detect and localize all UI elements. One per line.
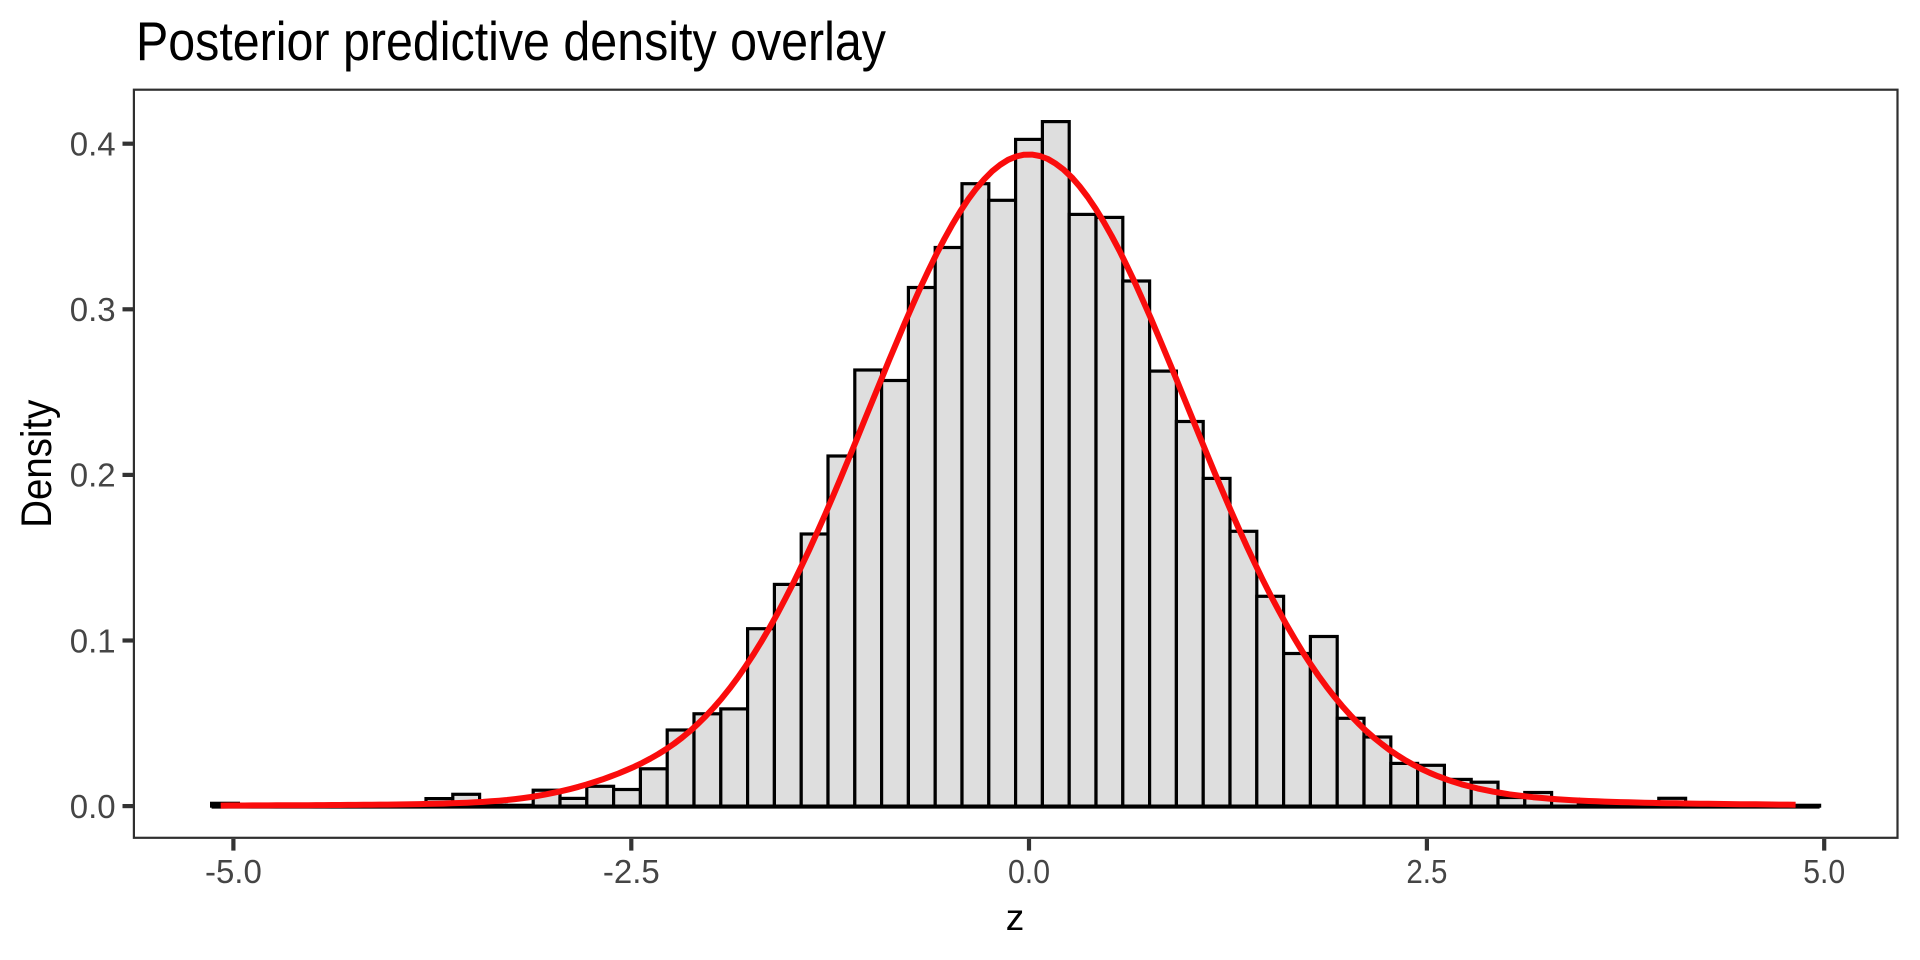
- svg-text:Density: Density: [14, 399, 61, 528]
- svg-text:0.3: 0.3: [70, 291, 116, 328]
- svg-text:-5.0: -5.0: [205, 853, 262, 890]
- svg-text:0.1: 0.1: [70, 622, 116, 659]
- svg-text:z: z: [1006, 897, 1025, 938]
- svg-text:0.0: 0.0: [70, 788, 116, 825]
- svg-text:5.0: 5.0: [1803, 853, 1845, 890]
- svg-text:2.5: 2.5: [1406, 853, 1447, 890]
- svg-text:0.2: 0.2: [70, 457, 116, 494]
- svg-text:0.4: 0.4: [70, 126, 116, 163]
- svg-text:-2.5: -2.5: [603, 853, 660, 890]
- svg-text:Posterior predictive density o: Posterior predictive density overlay: [136, 10, 886, 72]
- svg-text:0.0: 0.0: [1008, 853, 1050, 890]
